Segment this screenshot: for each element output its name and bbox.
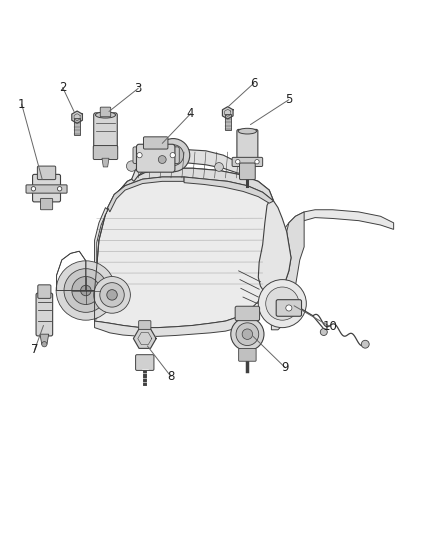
FancyBboxPatch shape bbox=[225, 114, 231, 130]
Circle shape bbox=[162, 144, 184, 166]
Circle shape bbox=[242, 329, 253, 340]
FancyBboxPatch shape bbox=[74, 118, 80, 135]
Circle shape bbox=[236, 323, 259, 345]
Circle shape bbox=[320, 328, 327, 335]
Polygon shape bbox=[72, 111, 82, 123]
Polygon shape bbox=[132, 149, 245, 181]
FancyBboxPatch shape bbox=[37, 166, 56, 180]
Polygon shape bbox=[106, 168, 274, 214]
FancyBboxPatch shape bbox=[139, 321, 151, 329]
Circle shape bbox=[64, 269, 108, 312]
Polygon shape bbox=[108, 177, 184, 212]
Circle shape bbox=[231, 318, 264, 351]
FancyBboxPatch shape bbox=[136, 354, 154, 370]
Polygon shape bbox=[258, 201, 291, 295]
Text: 5: 5 bbox=[285, 93, 293, 106]
Circle shape bbox=[56, 261, 116, 320]
FancyBboxPatch shape bbox=[144, 137, 168, 149]
Text: 3: 3 bbox=[134, 82, 142, 95]
Circle shape bbox=[255, 159, 259, 164]
Text: 10: 10 bbox=[323, 320, 338, 333]
Circle shape bbox=[215, 163, 223, 171]
Circle shape bbox=[266, 287, 299, 320]
Circle shape bbox=[72, 277, 100, 304]
FancyBboxPatch shape bbox=[36, 293, 53, 336]
Polygon shape bbox=[40, 334, 49, 344]
Polygon shape bbox=[95, 310, 250, 336]
Circle shape bbox=[100, 282, 124, 307]
Circle shape bbox=[361, 340, 369, 348]
FancyBboxPatch shape bbox=[133, 147, 146, 164]
Polygon shape bbox=[95, 168, 274, 328]
FancyBboxPatch shape bbox=[166, 147, 179, 164]
Circle shape bbox=[42, 342, 47, 347]
FancyBboxPatch shape bbox=[276, 300, 301, 316]
Polygon shape bbox=[102, 158, 109, 167]
Text: 1: 1 bbox=[18, 98, 25, 110]
FancyBboxPatch shape bbox=[232, 157, 263, 166]
FancyBboxPatch shape bbox=[26, 185, 67, 193]
FancyBboxPatch shape bbox=[38, 285, 51, 298]
Text: 7: 7 bbox=[31, 343, 39, 356]
Circle shape bbox=[158, 156, 166, 164]
Polygon shape bbox=[95, 207, 108, 319]
Circle shape bbox=[137, 152, 142, 158]
Text: 9: 9 bbox=[282, 361, 289, 374]
Polygon shape bbox=[223, 107, 233, 119]
Circle shape bbox=[170, 152, 175, 158]
Circle shape bbox=[286, 305, 292, 311]
FancyBboxPatch shape bbox=[237, 130, 258, 161]
Circle shape bbox=[127, 161, 137, 171]
FancyBboxPatch shape bbox=[239, 349, 256, 361]
FancyBboxPatch shape bbox=[40, 198, 53, 210]
Circle shape bbox=[94, 277, 131, 313]
Circle shape bbox=[236, 159, 240, 164]
Polygon shape bbox=[134, 329, 156, 349]
Circle shape bbox=[57, 187, 62, 191]
FancyBboxPatch shape bbox=[32, 174, 60, 202]
FancyBboxPatch shape bbox=[93, 146, 118, 159]
Circle shape bbox=[156, 139, 190, 172]
Ellipse shape bbox=[95, 112, 116, 118]
Circle shape bbox=[258, 280, 306, 328]
FancyBboxPatch shape bbox=[235, 306, 260, 321]
FancyBboxPatch shape bbox=[100, 107, 111, 117]
Polygon shape bbox=[184, 177, 274, 203]
Ellipse shape bbox=[238, 128, 257, 134]
Circle shape bbox=[81, 285, 91, 296]
FancyBboxPatch shape bbox=[240, 163, 255, 180]
Polygon shape bbox=[274, 212, 304, 310]
Text: 6: 6 bbox=[250, 77, 258, 90]
Circle shape bbox=[169, 151, 177, 159]
Polygon shape bbox=[278, 210, 394, 249]
Circle shape bbox=[107, 289, 117, 300]
Text: 8: 8 bbox=[167, 370, 175, 383]
Text: 4: 4 bbox=[187, 107, 194, 120]
FancyBboxPatch shape bbox=[94, 113, 117, 150]
FancyBboxPatch shape bbox=[137, 144, 175, 172]
Text: 2: 2 bbox=[59, 81, 67, 94]
Circle shape bbox=[31, 187, 35, 191]
Polygon shape bbox=[272, 284, 291, 330]
Circle shape bbox=[153, 158, 162, 167]
